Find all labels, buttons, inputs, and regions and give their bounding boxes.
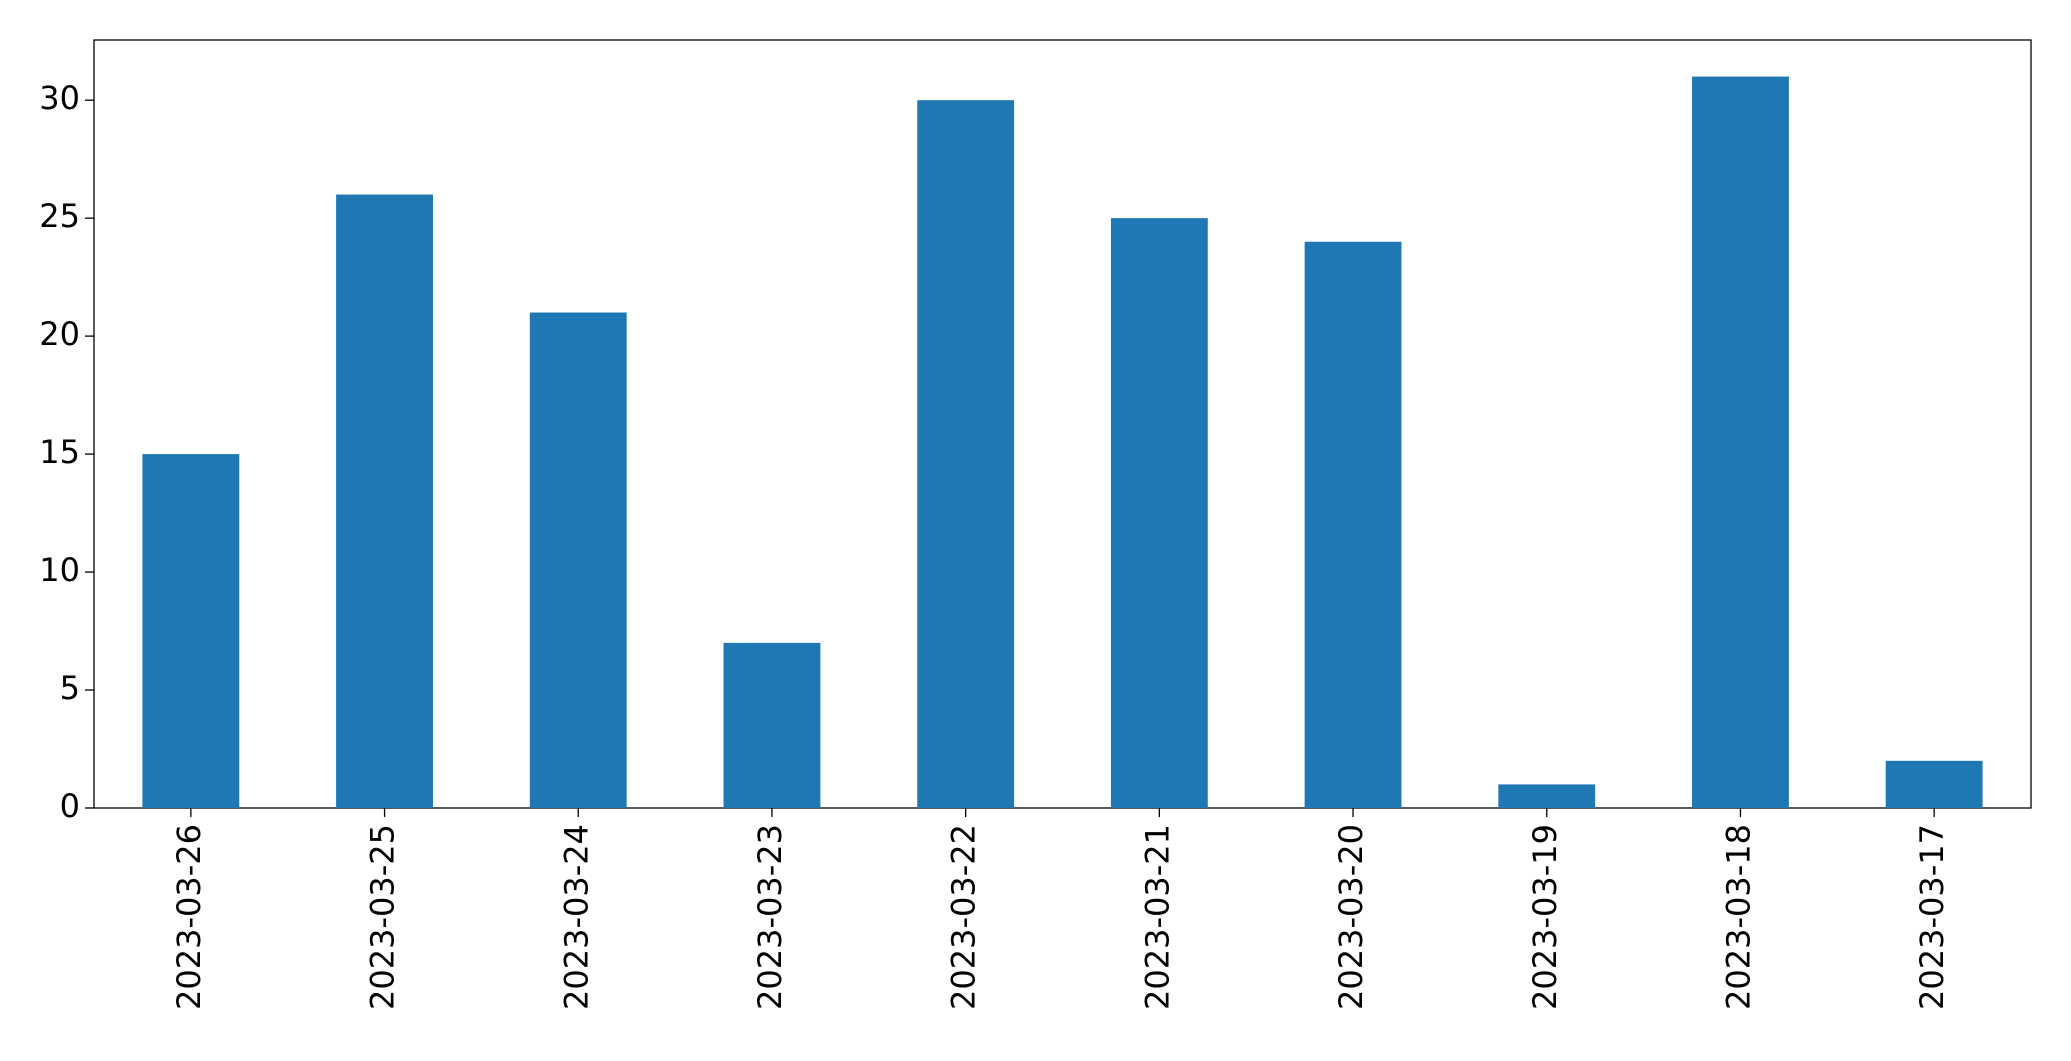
bar bbox=[917, 100, 1015, 809]
plot-frame bbox=[93, 39, 2032, 809]
x-tick-label: 2023-03-18 bbox=[1719, 824, 1757, 1010]
bar bbox=[1304, 241, 1402, 808]
y-tick-label: 20 bbox=[39, 315, 80, 353]
x-tick-label: 2023-03-19 bbox=[1526, 824, 1564, 1010]
x-tick-label: 2023-03-24 bbox=[557, 824, 595, 1010]
x-tick-label: 2023-03-17 bbox=[1913, 824, 1951, 1010]
y-tick-label: 25 bbox=[39, 197, 80, 235]
bar bbox=[529, 312, 627, 808]
y-tick-label: 10 bbox=[39, 551, 80, 589]
bar bbox=[142, 454, 240, 808]
y-tick-label: 5 bbox=[60, 669, 80, 707]
x-tick-label: 2023-03-25 bbox=[364, 824, 402, 1010]
y-tick-label: 0 bbox=[60, 787, 80, 825]
x-tick-label: 2023-03-23 bbox=[751, 824, 789, 1010]
x-tick-label: 2023-03-20 bbox=[1332, 824, 1370, 1010]
x-tick-label: 2023-03-26 bbox=[170, 824, 208, 1010]
bar bbox=[1498, 784, 1596, 808]
bar bbox=[723, 642, 821, 808]
bar bbox=[1692, 76, 1789, 809]
y-tick-label: 15 bbox=[39, 433, 80, 471]
x-tick-label: 2023-03-21 bbox=[1138, 824, 1176, 1010]
y-tick-label: 30 bbox=[39, 79, 80, 117]
bar bbox=[1885, 760, 1983, 808]
x-tick-label: 2023-03-22 bbox=[945, 824, 983, 1010]
bar bbox=[1110, 218, 1208, 808]
bar bbox=[336, 194, 433, 809]
